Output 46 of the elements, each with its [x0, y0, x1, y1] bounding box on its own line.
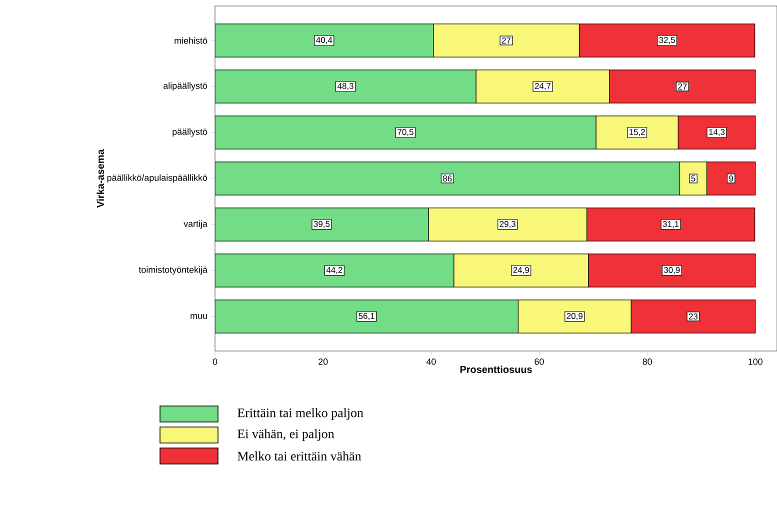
y-tick-label: päällystö [172, 128, 208, 137]
x-tick-label: 80 [642, 358, 652, 365]
bar [215, 70, 476, 104]
data-label: 14,3 [709, 129, 725, 136]
legend-label: Ei vähän, ei paljon [238, 429, 334, 441]
data-label: 56,1 [358, 313, 374, 320]
x-tick-label: 60 [534, 358, 544, 365]
data-label: 24,9 [513, 267, 529, 274]
y-tick-label: alipäällystö [164, 82, 208, 91]
y-tick-label: muu [190, 314, 207, 319]
data-label: 9 [729, 176, 734, 182]
legend-label: Melko tai erittäin vähän [238, 451, 362, 461]
data-label: 27 [502, 38, 511, 44]
data-label: 29,3 [500, 221, 516, 228]
data-label: 15,2 [629, 129, 645, 136]
bar [215, 254, 454, 288]
y-tick-label: päällikkö/apulaispäällikkö [107, 174, 208, 183]
y-tick-label: miehistö [174, 37, 208, 44]
data-label: 27 [678, 84, 687, 90]
data-label: 23 [688, 314, 698, 320]
data-label: 5 [691, 176, 696, 182]
data-label: 31,1 [662, 221, 679, 228]
bar [215, 300, 518, 334]
bar [215, 24, 434, 58]
bar [215, 208, 429, 242]
x-axis-title: Prosenttiosuus [460, 366, 532, 374]
data-label: 20,9 [566, 313, 582, 320]
data-label: 30,9 [664, 267, 680, 274]
data-label: 40,4 [316, 37, 332, 44]
data-label: 70,5 [398, 129, 414, 136]
data-label: 48,3 [337, 83, 354, 90]
data-label: 24,7 [534, 83, 551, 90]
data-label: 32,5 [659, 37, 675, 44]
data-label: 86 [443, 176, 452, 182]
y-axis-title: Virka-asema [96, 149, 104, 208]
bar [215, 116, 596, 150]
bar [215, 162, 680, 196]
x-tick-label: 20 [318, 358, 328, 365]
y-tick-label: toimistotyöntekijä [138, 266, 208, 275]
x-tick-label: 40 [426, 358, 436, 365]
x-tick-label: 100 [748, 358, 763, 365]
data-label: 39,5 [314, 221, 330, 228]
y-tick-label: vartija [184, 220, 208, 229]
legend-label: Erittäin tai melko paljon [238, 408, 364, 420]
data-label: 44,2 [326, 267, 342, 274]
x-tick-label: 0 [212, 358, 218, 365]
